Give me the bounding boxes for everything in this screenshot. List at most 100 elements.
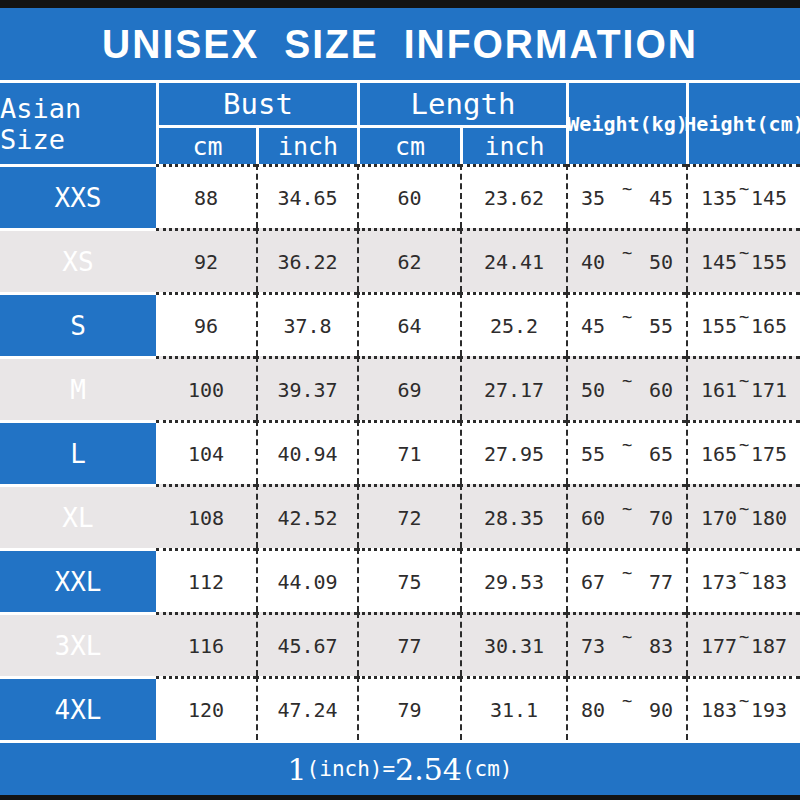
weight-range-cell: 73~83 (566, 612, 686, 676)
size-chart: UNISEX SIZE INFORMATION Asian Size Bust … (0, 0, 800, 800)
header-length-inch: inch (460, 125, 566, 164)
table-row: XS 92 36.22 62 24.41 40~50 145~155 (0, 228, 800, 292)
length-inch-cell: 23.62 (460, 164, 566, 228)
weight-min: 50 (581, 378, 605, 402)
header-length: Length (357, 83, 566, 125)
size-label-cell: 3XL (0, 612, 156, 676)
length-cm-cell: 75 (357, 548, 460, 612)
header-bust: Bust (156, 83, 357, 125)
weight-min: 55 (581, 442, 605, 466)
length-cm-cell: 64 (357, 292, 460, 356)
weight-range-cell: 55~65 (566, 420, 686, 484)
bust-inch-cell: 42.52 (256, 484, 357, 548)
range-tilde: ~ (622, 499, 632, 519)
length-inch-cell: 27.95 (460, 420, 566, 484)
header-bust-cm: cm (156, 125, 256, 164)
weight-max: 60 (649, 378, 673, 402)
length-cm-cell: 77 (357, 612, 460, 676)
weight-range-cell: 40~50 (566, 228, 686, 292)
conversion-note-unit1: (inch)= (307, 757, 396, 781)
height-range-cell: 155~165 (686, 292, 800, 356)
weight-max: 77 (649, 570, 673, 594)
range-tilde: ~ (622, 563, 632, 583)
bust-inch-cell: 44.09 (256, 548, 357, 612)
conversion-note: 1(inch)=2.54(cm) (0, 740, 800, 795)
table-row: 4XL 120 47.24 79 31.1 80~90 183~193 (0, 676, 800, 740)
weight-min: 45 (581, 314, 605, 338)
length-inch-cell: 31.1 (460, 676, 566, 740)
range-tilde: ~ (739, 435, 749, 455)
size-label-cell: 4XL (0, 676, 156, 740)
bust-inch-cell: 39.37 (256, 356, 357, 420)
conversion-note-num2: 2.54 (395, 752, 462, 787)
height-max: 165 (751, 314, 787, 338)
weight-range-cell: 60~70 (566, 484, 686, 548)
bust-inch-cell: 36.22 (256, 228, 357, 292)
weight-min: 40 (581, 250, 605, 274)
height-range-cell: 135~145 (686, 164, 800, 228)
weight-max: 90 (649, 698, 673, 722)
range-tilde: ~ (622, 307, 632, 327)
height-max: 180 (751, 506, 787, 530)
conversion-note-num1: 1 (288, 752, 307, 787)
bust-cm-cell: 108 (156, 484, 256, 548)
bust-cm-cell: 100 (156, 356, 256, 420)
length-inch-cell: 29.53 (460, 548, 566, 612)
height-max: 171 (751, 378, 787, 402)
weight-max: 55 (649, 314, 673, 338)
size-label-cell: XXL (0, 548, 156, 612)
range-tilde: ~ (739, 691, 749, 711)
table-row: S 96 37.8 64 25.2 45~55 155~165 (0, 292, 800, 356)
weight-max: 50 (649, 250, 673, 274)
table-header: Asian Size Bust Length Weight(kg) Height… (0, 80, 800, 164)
weight-max: 83 (649, 634, 673, 658)
range-tilde: ~ (739, 563, 749, 583)
height-min: 177 (701, 634, 737, 658)
weight-max: 70 (649, 506, 673, 530)
length-inch-cell: 30.31 (460, 612, 566, 676)
header-weight: Weight(kg) (566, 83, 686, 164)
size-label-cell: XL (0, 484, 156, 548)
height-range-cell: 165~175 (686, 420, 800, 484)
length-inch-cell: 24.41 (460, 228, 566, 292)
bust-cm-cell: 96 (156, 292, 256, 356)
height-min: 155 (701, 314, 737, 338)
height-max: 183 (751, 570, 787, 594)
table-row: XL 108 42.52 72 28.35 60~70 170~180 (0, 484, 800, 548)
weight-min: 80 (581, 698, 605, 722)
height-max: 193 (751, 698, 787, 722)
range-tilde: ~ (739, 499, 749, 519)
table-row: M 100 39.37 69 27.17 50~60 161~171 (0, 356, 800, 420)
height-max: 187 (751, 634, 787, 658)
range-tilde: ~ (622, 691, 632, 711)
bust-inch-cell: 37.8 (256, 292, 357, 356)
bust-cm-cell: 92 (156, 228, 256, 292)
bust-cm-cell: 116 (156, 612, 256, 676)
length-cm-cell: 79 (357, 676, 460, 740)
height-max: 155 (751, 250, 787, 274)
length-cm-cell: 69 (357, 356, 460, 420)
bust-inch-cell: 47.24 (256, 676, 357, 740)
weight-min: 67 (581, 570, 605, 594)
size-label-cell: M (0, 356, 156, 420)
bust-cm-cell: 104 (156, 420, 256, 484)
height-max: 145 (751, 186, 787, 210)
range-tilde: ~ (622, 179, 632, 199)
weight-range-cell: 45 ~55 (566, 292, 686, 356)
bust-cm-cell: 88 (156, 164, 256, 228)
conversion-note-unit2: (cm) (462, 757, 513, 781)
height-min: 165 (701, 442, 737, 466)
length-cm-cell: 71 (357, 420, 460, 484)
height-max: 175 (751, 442, 787, 466)
range-tilde: ~ (739, 627, 749, 647)
table-body: XXS 88 34.65 60 23.62 35~45 135~145 XS 9… (0, 164, 800, 740)
table-row: XXS 88 34.65 60 23.62 35~45 135~145 (0, 164, 800, 228)
table-row: 3XL 116 45.67 77 30.31 73~83 177~187 (0, 612, 800, 676)
weight-range-cell: 50~60 (566, 356, 686, 420)
range-tilde: ~ (739, 243, 749, 263)
length-cm-cell: 62 (357, 228, 460, 292)
height-range-cell: 170~180 (686, 484, 800, 548)
height-min: 135 (701, 186, 737, 210)
range-tilde: ~ (622, 435, 632, 455)
height-range-cell: 177~187 (686, 612, 800, 676)
